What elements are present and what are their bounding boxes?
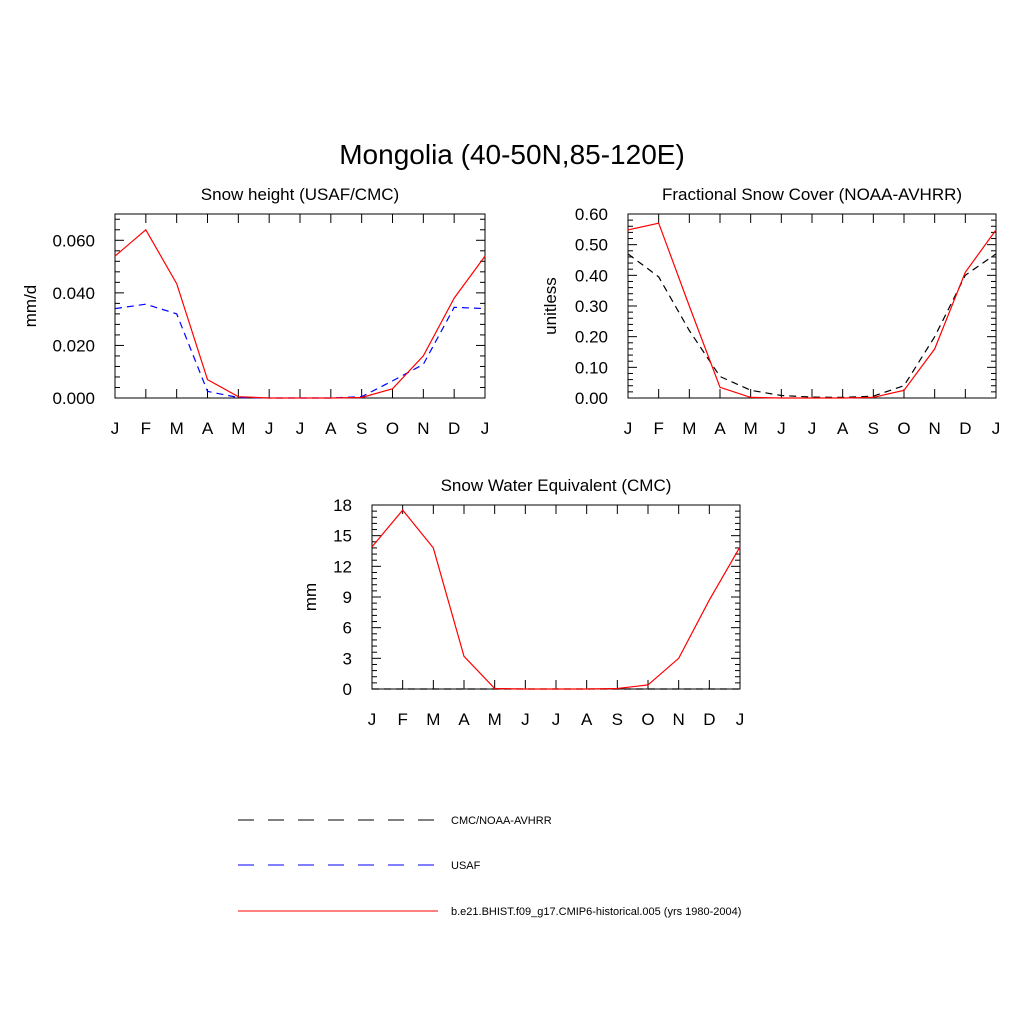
y-tick-label: 0.40 xyxy=(575,266,608,285)
x-tick-label: N xyxy=(673,710,685,729)
x-tick-label: J xyxy=(368,710,377,729)
series-line-cmc-noaa xyxy=(627,253,997,399)
legend: CMC/NOAA-AVHRR USAF b.e21.BHIST.f09_g17.CM… xyxy=(238,815,741,918)
x-tick-label: J xyxy=(552,710,561,729)
chart-title: Snow height (USAF/CMC) xyxy=(201,185,399,204)
series-line-usaf xyxy=(114,303,486,399)
x-tick-label: J xyxy=(736,710,745,729)
x-tick-label: J xyxy=(808,419,817,438)
x-tick-label: J xyxy=(111,419,120,438)
x-tick-label: O xyxy=(897,419,910,438)
x-tick-label: S xyxy=(356,419,367,438)
y-tick-label: 9 xyxy=(343,588,352,607)
x-tick-label: M xyxy=(231,419,245,438)
y-tick-label: 3 xyxy=(343,649,352,668)
y-tick-label: 0.30 xyxy=(575,297,608,316)
x-tick-label: D xyxy=(959,419,971,438)
x-tick-label: A xyxy=(458,710,470,729)
y-tick-label: 0.060 xyxy=(52,231,95,250)
y-axis-label: mm xyxy=(301,583,320,611)
y-tick-label: 0.10 xyxy=(575,358,608,377)
y-tick-label: 15 xyxy=(333,527,352,546)
y-axis-label: unitless xyxy=(541,277,560,335)
legend-label: USAF xyxy=(451,860,481,872)
plot-frame xyxy=(114,213,486,399)
x-tick-label: M xyxy=(744,419,758,438)
x-tick-label: A xyxy=(202,419,214,438)
y-tick-label: 0.020 xyxy=(52,336,95,355)
x-tick-label: M xyxy=(488,710,502,729)
x-tick-label: A xyxy=(714,419,726,438)
panel-snow-height: Snow height (USAF/CMC)mm/dJ F M A M J J A S O N D J0… xyxy=(21,185,489,438)
x-tick-label: D xyxy=(448,419,460,438)
chart-title: Snow Water Equivalent (CMC) xyxy=(441,476,672,495)
x-tick-label: A xyxy=(581,710,593,729)
x-tick-label: M xyxy=(170,419,184,438)
y-tick-label: 0.50 xyxy=(575,236,608,255)
chart-title: Fractional Snow Cover (NOAA-AVHRR) xyxy=(662,185,962,204)
y-tick-label: 0.00 xyxy=(575,389,608,408)
legend-label: CMC/NOAA-AVHRR xyxy=(451,815,552,827)
y-axis-label: mm/d xyxy=(21,285,40,328)
y-tick-label: 0 xyxy=(343,680,352,699)
x-tick-label: F xyxy=(653,419,663,438)
x-tick-label: N xyxy=(929,419,941,438)
y-tick-label: 0.040 xyxy=(52,284,95,303)
x-tick-label: J xyxy=(296,419,305,438)
x-tick-label: F xyxy=(141,419,151,438)
legend-label: b.e21.BHIST.f09_g17.CMIP6-historical.005… xyxy=(451,906,741,918)
panel-snow-water-equivalent: Snow Water Equivalent (CMC)mmJ F M A M J J A S O N… xyxy=(301,476,744,729)
x-tick-label: S xyxy=(868,419,879,438)
x-tick-label: J xyxy=(777,419,786,438)
x-tick-label: O xyxy=(386,419,399,438)
series-line-model xyxy=(114,228,486,399)
x-tick-label: O xyxy=(641,710,654,729)
x-tick-label: D xyxy=(703,710,715,729)
x-tick-label: M xyxy=(426,710,440,729)
x-tick-label: M xyxy=(682,419,696,438)
figure-title: Mongolia (40-50N,85-120E) xyxy=(339,139,685,170)
x-tick-label: J xyxy=(481,419,490,438)
x-tick-label: F xyxy=(397,710,407,729)
y-tick-label: 0.000 xyxy=(52,389,95,408)
y-tick-label: 12 xyxy=(333,557,352,576)
x-tick-label: N xyxy=(417,419,429,438)
plot-frame xyxy=(627,213,997,399)
y-tick-label: 0.60 xyxy=(575,205,608,224)
y-tick-label: 18 xyxy=(333,496,352,515)
x-tick-label: S xyxy=(612,710,623,729)
x-tick-label: J xyxy=(265,419,274,438)
series-line-model xyxy=(627,222,997,399)
x-tick-label: A xyxy=(325,419,337,438)
x-tick-label: J xyxy=(992,419,1001,438)
plot-frame xyxy=(371,504,741,690)
x-tick-label: A xyxy=(837,419,849,438)
x-tick-label: J xyxy=(521,710,530,729)
panel-fractional-snow-cover: Fractional Snow Cover (NOAA-AVHRR) unitle… xyxy=(541,185,1000,438)
y-tick-label: 6 xyxy=(343,619,352,638)
y-tick-label: 0.20 xyxy=(575,328,608,347)
x-tick-label: J xyxy=(624,419,633,438)
series-line-model xyxy=(371,509,741,690)
